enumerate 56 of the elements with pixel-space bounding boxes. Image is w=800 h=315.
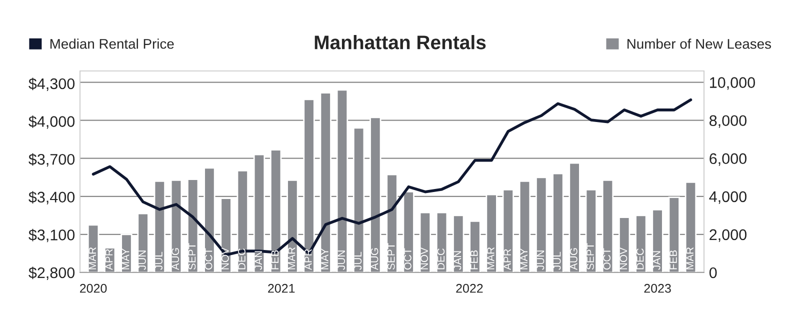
x-tick-label: OCT [404,248,412,270]
x-tick-label: JUL [354,252,362,270]
x-tick-label: AUG [172,248,180,270]
x-tick-label: FEB [670,250,677,270]
x-tick-label: AUG [370,248,378,270]
x-tick-label: JAN [254,251,262,270]
x-tick-label: NOV [221,248,229,270]
y-tick-label: $4,000 [28,116,75,129]
x-tick-label: JUL [553,252,561,270]
text: 2021 [268,284,295,293]
y2-tick-label: 0 [709,267,717,278]
x-tick-label: JAN [653,251,660,270]
text: 2020 [80,284,107,293]
x-tick-label: SEPT [387,243,395,270]
x-tick-label: OCT [603,248,611,270]
x-tick-label: APR [105,249,113,270]
x-tick-label: APR [304,249,312,270]
x-tick-label: MAY [520,248,528,270]
x-tick-label: AUG [570,248,578,270]
y-tick-label: $3,700 [28,153,75,167]
x-tick-label: DEC [437,248,445,270]
y-tick-label: $4,300 [28,78,75,91]
legend-label: Number of New Leases [628,38,772,49]
x-tick-label: DEC [238,248,246,270]
x-tick-label: DEC [636,248,644,270]
text: 2023 [644,284,671,293]
y2-tick-label: 4,000 [709,191,746,204]
x-tick-label: APR [504,249,511,270]
y2-tick-label: 6,000 [710,153,746,166]
x-tick-label: NOV [620,248,628,270]
x-tick-label: SEPT [188,243,196,270]
x-tick-label: NOV [420,248,428,270]
x-tick-label: JAN [454,251,462,270]
x-tick-label: SEPT [586,243,594,270]
x-tick-label: MAR [288,247,296,270]
x-tick-label: JUN [138,250,146,270]
x-tick-label: MAR [686,247,694,270]
y-tick-label: $3,100 [28,228,75,242]
x-tick-label: OCT [204,248,212,270]
x-tick-label: MAR [487,247,494,270]
y-tick-label: $3,400 [28,191,75,204]
x-tick-label: JUN [338,250,346,270]
y2-tick-label: 2,000 [710,229,746,242]
x-tick-label: JUL [155,252,162,270]
x-tick-label: FEB [470,250,478,270]
x-tick-label: MAY [122,248,130,270]
legend-label: Median Rental Price [50,38,174,49]
x-tick-label: JUN [536,250,544,270]
chart-title: Manhattan Rentals [314,35,486,50]
y2-tick-label: 8,000 [710,115,746,128]
text: 2022 [456,284,483,293]
y2-tick-label: 10,000 [710,77,755,90]
x-tick-label: FEB [271,250,279,270]
x-tick-label: MAY [321,248,328,270]
x-tick-label: MAR [88,247,96,270]
y-tick-label: $2,800 [28,266,75,280]
